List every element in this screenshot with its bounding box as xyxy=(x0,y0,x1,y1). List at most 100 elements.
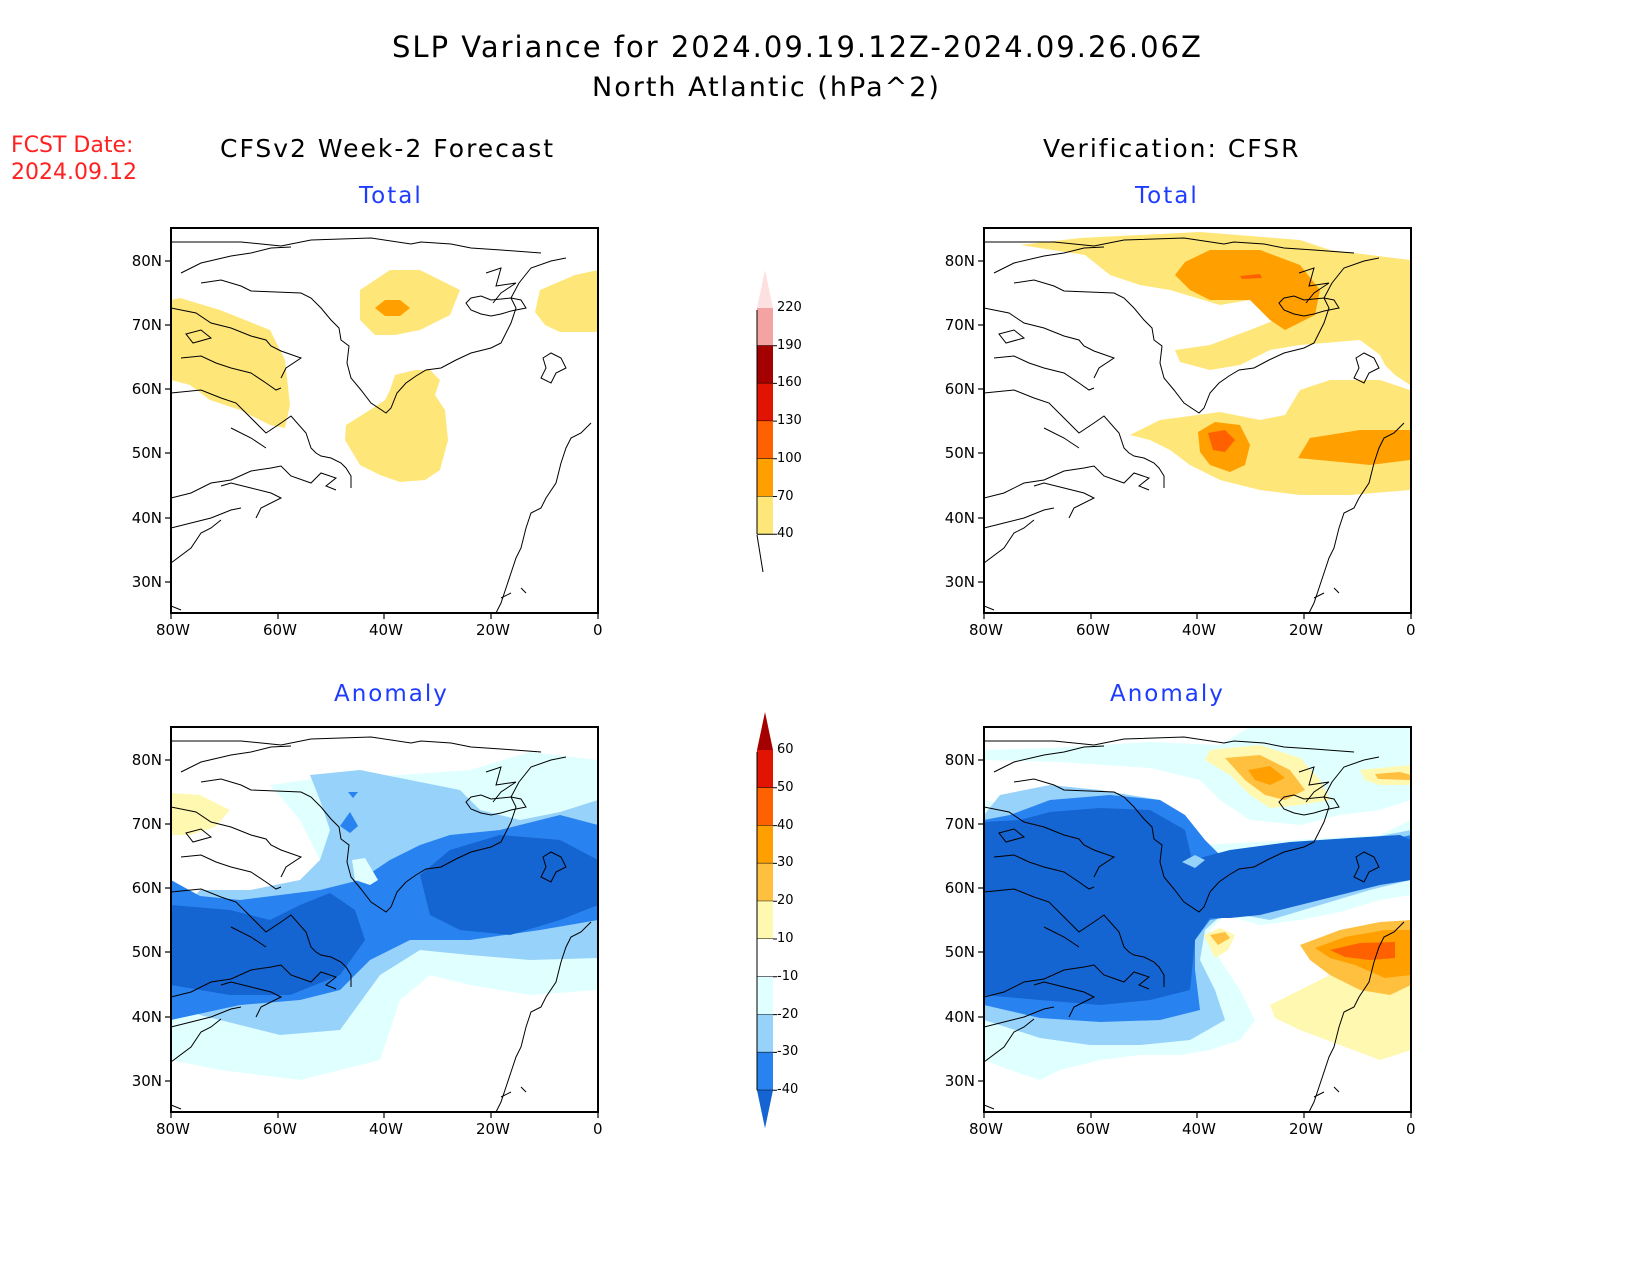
lon-tick-label: 60W xyxy=(1076,621,1110,639)
verification-anomaly-map xyxy=(984,727,1411,1112)
colorbar-label: 70 xyxy=(777,488,794,504)
contour-100-130 xyxy=(1208,430,1235,452)
lat-tick-label: 60N xyxy=(131,380,162,398)
lat-tick-label: 50N xyxy=(131,444,162,462)
lon-tick-label: 80W xyxy=(156,621,190,639)
colorbar-extend-top xyxy=(757,712,773,750)
lon-tick-label: 20W xyxy=(1289,621,1323,639)
contour-100-130 xyxy=(1240,274,1262,279)
lat-tick-label: 50N xyxy=(944,444,975,462)
forecast-total-map xyxy=(171,237,598,613)
verification-total-map xyxy=(984,232,1410,613)
lat-tick-label: 40N xyxy=(944,509,975,527)
colorbar-segment xyxy=(757,308,773,346)
contour-20-30 xyxy=(1375,772,1411,780)
panel-title-forecast-anomaly: Anomaly xyxy=(334,681,449,707)
fcst-date-value: 2024.09.12 xyxy=(11,160,137,185)
lat-tick-label: 30N xyxy=(944,573,975,591)
main-title: SLP Variance for 2024.09.19.12Z-2024.09.… xyxy=(392,30,1203,64)
colorbar-label: 130 xyxy=(777,413,802,429)
panel-title-verification-anomaly: Anomaly xyxy=(1110,681,1225,707)
colorbar-label: -20 xyxy=(777,1006,799,1022)
lat-tick-label: 30N xyxy=(131,1072,162,1090)
lat-tick-label: 50N xyxy=(944,943,975,961)
colorbar-label: -40 xyxy=(777,1082,799,1098)
colorbar-total xyxy=(756,270,777,573)
forecast-column-title: CFSv2 Week-2 Forecast xyxy=(220,134,556,163)
lat-tick-label: 80N xyxy=(944,252,975,270)
contour-40-70 xyxy=(1380,340,1410,385)
colorbar-label: -30 xyxy=(777,1044,799,1060)
contour-40-70 xyxy=(1020,232,1410,370)
contour-neg40 xyxy=(340,792,358,833)
colorbar-label: 220 xyxy=(777,300,802,315)
lon-tick-label: 80W xyxy=(969,621,1003,639)
contour-neg40 xyxy=(420,835,598,935)
colorbar-segment xyxy=(757,825,773,864)
colorbar-segment xyxy=(757,901,773,939)
contour-10-20 xyxy=(171,793,230,835)
lat-tick-label: 30N xyxy=(131,573,162,591)
contour-neg40 xyxy=(171,893,365,995)
colorbar-segment xyxy=(757,458,773,497)
lon-tick-label: 0 xyxy=(1406,1120,1416,1138)
contour-neg40 xyxy=(984,808,1411,1005)
colorbar-segment xyxy=(757,345,773,384)
lon-tick-label: 60W xyxy=(263,621,297,639)
lon-tick-label: 40W xyxy=(1182,1120,1216,1138)
colorbar-label: 30 xyxy=(777,855,794,871)
axis-ticks xyxy=(165,260,1412,1118)
colorbar-label: 60 xyxy=(777,742,794,757)
panel-title-forecast-total: Total xyxy=(359,183,423,209)
colorbar-segment xyxy=(757,383,773,422)
lon-tick-label: 40W xyxy=(369,1120,403,1138)
lon-tick-label: 20W xyxy=(1289,1120,1323,1138)
lat-tick-label: 40N xyxy=(944,1008,975,1026)
lat-tick-label: 60N xyxy=(944,879,975,897)
contour-40-70 xyxy=(1130,380,1410,495)
lat-tick-label: 70N xyxy=(131,316,162,334)
fcst-date-label: FCST Date: xyxy=(11,133,134,158)
lon-tick-label: 0 xyxy=(1406,621,1416,639)
colorbar-label: 190 xyxy=(777,337,802,353)
colorbar-label: 50 xyxy=(777,779,794,795)
lat-tick-label: 80N xyxy=(131,751,162,769)
contour-40-70 xyxy=(171,298,290,428)
colorbar-segment xyxy=(757,1052,773,1091)
lat-tick-label: 40N xyxy=(131,1008,162,1026)
colorbar-label: -10 xyxy=(777,968,799,984)
lat-tick-label: 60N xyxy=(944,380,975,398)
colorbar-extend-bottom xyxy=(757,1090,773,1129)
colorbar-anomaly xyxy=(756,712,777,1129)
lat-tick-label: 50N xyxy=(131,943,162,961)
colorbar-label: 100 xyxy=(777,450,802,466)
contour-40-70 xyxy=(360,270,460,335)
lat-tick-label: 80N xyxy=(944,751,975,769)
colorbar-label: 40 xyxy=(777,817,794,833)
lon-tick-label: 0 xyxy=(593,1120,603,1138)
contour-70-100 xyxy=(1298,430,1410,465)
lon-tick-label: 20W xyxy=(476,621,510,639)
contour-20-30 xyxy=(1210,932,1230,945)
lat-tick-label: 40N xyxy=(131,509,162,527)
lat-tick-label: 70N xyxy=(131,815,162,833)
colorbar-segment xyxy=(757,496,773,535)
verification-column-title: Verification: CFSR xyxy=(1043,134,1301,163)
colorbar-segment xyxy=(757,863,773,902)
lat-tick-label: 80N xyxy=(131,252,162,270)
colorbar-segment xyxy=(757,976,773,1015)
colorbar-extend-top xyxy=(757,270,773,308)
colorbar-segment xyxy=(757,421,773,459)
lon-tick-label: 80W xyxy=(969,1120,1003,1138)
colorbar-label: 40 xyxy=(777,526,794,542)
colorbar-segment xyxy=(757,939,773,977)
contour-neg10 xyxy=(352,858,378,885)
lon-tick-label: 60W xyxy=(1076,1120,1110,1138)
colorbar-label: 20 xyxy=(777,893,794,909)
main-subtitle: North Atlantic (hPa^2) xyxy=(592,72,941,103)
lon-tick-label: 40W xyxy=(1182,621,1216,639)
panel-title-verification-total: Total xyxy=(1135,183,1199,209)
lon-tick-label: 60W xyxy=(263,1120,297,1138)
colorbar-segment xyxy=(757,787,773,826)
